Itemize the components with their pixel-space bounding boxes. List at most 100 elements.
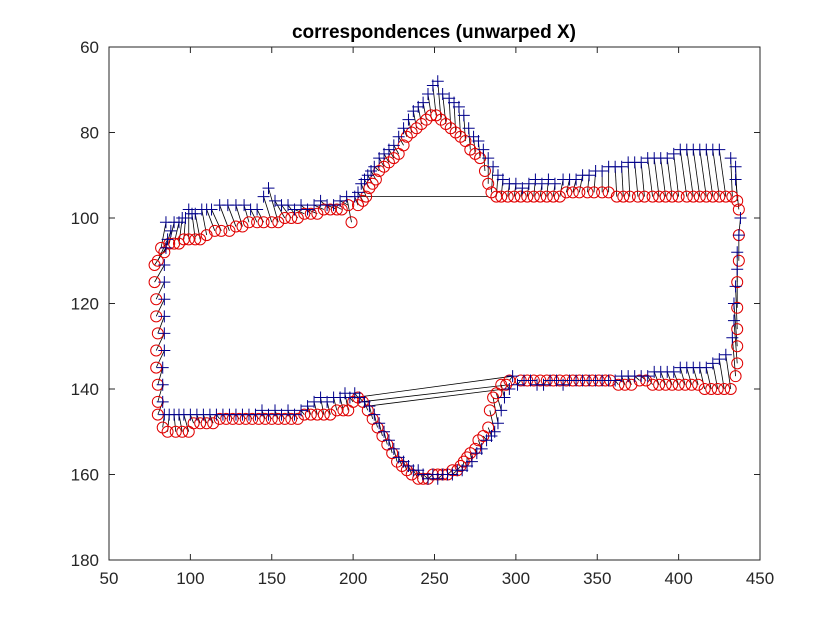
plus-point	[674, 361, 687, 374]
plus-point	[334, 194, 347, 207]
correspondence-line	[647, 158, 653, 197]
plus-point	[480, 434, 493, 447]
plus-point	[729, 160, 742, 173]
correspondence-line	[211, 209, 222, 231]
circle-point	[226, 412, 239, 425]
y-tick-label: 120	[71, 295, 99, 314]
correspondence-line	[354, 196, 359, 206]
correspondence-line	[155, 281, 165, 300]
circle-point	[182, 425, 195, 438]
correspondence-line	[201, 209, 208, 236]
correspondence-line	[206, 209, 216, 231]
circle-point	[540, 190, 553, 203]
circle-point	[501, 190, 514, 203]
circle-point	[356, 194, 369, 207]
y-tick-label: 100	[71, 209, 99, 228]
circle-point	[706, 190, 719, 203]
correspondence-line	[705, 149, 714, 197]
plus-point	[327, 391, 340, 404]
plus-point	[397, 122, 410, 135]
plus-point	[158, 310, 171, 323]
circle-point	[259, 412, 272, 425]
circle-point	[229, 220, 242, 233]
circle-point	[304, 408, 317, 421]
plus-point	[506, 370, 519, 383]
plus-point	[262, 408, 275, 421]
circle-point	[345, 216, 358, 229]
correspondence-line	[250, 209, 258, 223]
circle-point	[278, 412, 291, 425]
correspondence-line	[647, 375, 653, 385]
plus-markers	[156, 75, 747, 485]
plus-point	[542, 173, 555, 186]
plus-point	[164, 224, 177, 237]
correspondence-line	[699, 149, 707, 197]
x-tick-label: 200	[339, 569, 367, 588]
plus-point	[417, 96, 430, 109]
correspondence-line	[393, 448, 398, 462]
plus-point	[548, 177, 561, 190]
circle-point	[566, 186, 579, 199]
circle-point	[646, 190, 659, 203]
plus-point	[255, 404, 268, 417]
plus-point	[535, 177, 548, 190]
correspondence-line	[190, 414, 195, 424]
correspondence-line	[383, 431, 388, 445]
correspondence-line	[349, 397, 354, 403]
circle-point	[731, 323, 744, 336]
plus-point	[158, 276, 171, 289]
plus-point	[470, 447, 483, 460]
plus-point	[368, 160, 381, 173]
plus-point	[436, 88, 449, 101]
plus-point	[731, 263, 744, 276]
plus-point	[482, 152, 495, 165]
plus-point	[713, 353, 726, 366]
circle-point	[200, 417, 213, 430]
circle-point	[653, 190, 666, 203]
circle-point	[719, 190, 732, 203]
correspondence-line	[320, 397, 325, 415]
circle-point	[220, 412, 233, 425]
correspondence-line	[483, 435, 487, 441]
correspondence-line	[735, 286, 738, 330]
correspondence-line	[705, 367, 712, 390]
circle-point	[285, 212, 298, 224]
correspondence-line	[360, 183, 367, 197]
circle-point	[587, 186, 600, 199]
x-tick-label: 50	[100, 569, 119, 588]
circle-point	[317, 203, 330, 216]
plus-point	[498, 391, 511, 404]
circle-point	[246, 412, 259, 425]
correspondence-line	[686, 367, 693, 385]
correspondence-line	[196, 414, 201, 424]
correspondence-line	[313, 401, 318, 415]
correspondence-line	[621, 376, 626, 385]
circle-point	[324, 408, 337, 421]
circle-point	[527, 190, 540, 203]
correspondence-line	[157, 401, 164, 415]
plus-point	[563, 374, 576, 387]
circle-markers	[148, 109, 745, 485]
circle-point	[731, 301, 744, 314]
circle-point	[692, 378, 705, 391]
circle-point	[168, 237, 181, 250]
correspondence-line	[559, 179, 564, 197]
circle-point	[553, 190, 566, 203]
circle-point	[521, 190, 534, 203]
circle-point	[700, 190, 713, 203]
circle-point	[156, 421, 169, 434]
circle-point	[317, 408, 330, 421]
y-tick-label: 160	[71, 466, 99, 485]
plus-point	[373, 417, 386, 430]
correspondence-line	[339, 200, 349, 206]
plus-point	[522, 177, 535, 190]
correspondence-line	[378, 423, 383, 437]
plus-point	[327, 199, 340, 212]
circle-point	[687, 190, 700, 203]
correspondence-line	[565, 179, 570, 193]
x-tick-label: 100	[176, 569, 204, 588]
circle-point	[731, 194, 744, 207]
circle-point	[169, 425, 182, 438]
plus-point	[159, 241, 172, 254]
circle-point	[672, 378, 685, 391]
